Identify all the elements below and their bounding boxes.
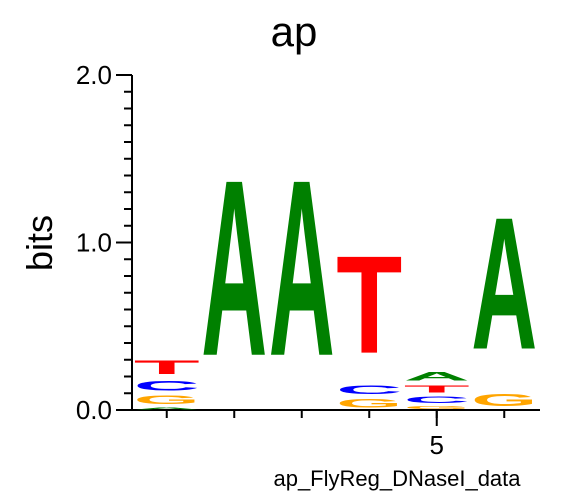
letter-a-pos-6: A <box>471 179 537 389</box>
letter-t-pos-4: T <box>336 228 402 383</box>
y-tick-label: 1.0 <box>76 228 112 258</box>
x-axis-label: ap_FlyReg_DNaseI_data <box>273 466 521 491</box>
x-axis: 5 <box>132 409 540 460</box>
x-tick-label: 5 <box>430 430 444 460</box>
letter-t-pos-1: T <box>134 357 200 379</box>
y-tick-label: 0.0 <box>76 395 112 425</box>
y-axis: 0.0 1.0 2.0 <box>76 60 133 425</box>
letter-c-pos-4: C <box>336 383 402 396</box>
y-tick-label: 2.0 <box>76 60 112 90</box>
letter-a-pos-5: A <box>404 370 470 383</box>
letter-a-pos-3: A <box>269 129 335 409</box>
letter-c-pos-5: C <box>404 395 470 405</box>
letter-g-pos-4: G <box>336 397 402 410</box>
chart-title: ap <box>271 8 318 55</box>
logo-column-6: GA <box>471 179 537 410</box>
letter-a-pos-1: A <box>134 407 200 410</box>
letter-t-pos-5: T <box>404 383 470 395</box>
logo-column-3: A <box>269 129 335 409</box>
letter-g-pos-6: G <box>471 390 537 410</box>
letter-g-pos-1: G <box>134 393 200 406</box>
letter-a-pos-2: A <box>201 129 267 409</box>
letter-c-pos-1: C <box>134 378 200 393</box>
letter-g-pos-5: G <box>404 405 470 410</box>
logo-column-2: A <box>201 129 267 409</box>
logo-column-4: GCT <box>336 228 402 410</box>
y-axis-label: bits <box>19 215 60 271</box>
